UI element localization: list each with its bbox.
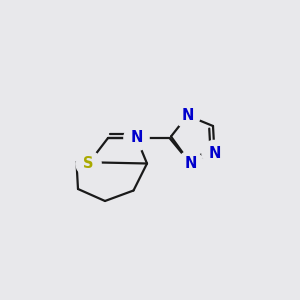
Circle shape <box>202 140 227 166</box>
Text: N: N <box>181 108 194 123</box>
Circle shape <box>76 151 101 176</box>
Text: N: N <box>208 146 221 160</box>
Circle shape <box>175 103 200 128</box>
Circle shape <box>178 151 203 176</box>
Text: S: S <box>83 156 94 171</box>
Text: N: N <box>130 130 143 146</box>
Circle shape <box>124 125 149 151</box>
Text: N: N <box>184 156 197 171</box>
